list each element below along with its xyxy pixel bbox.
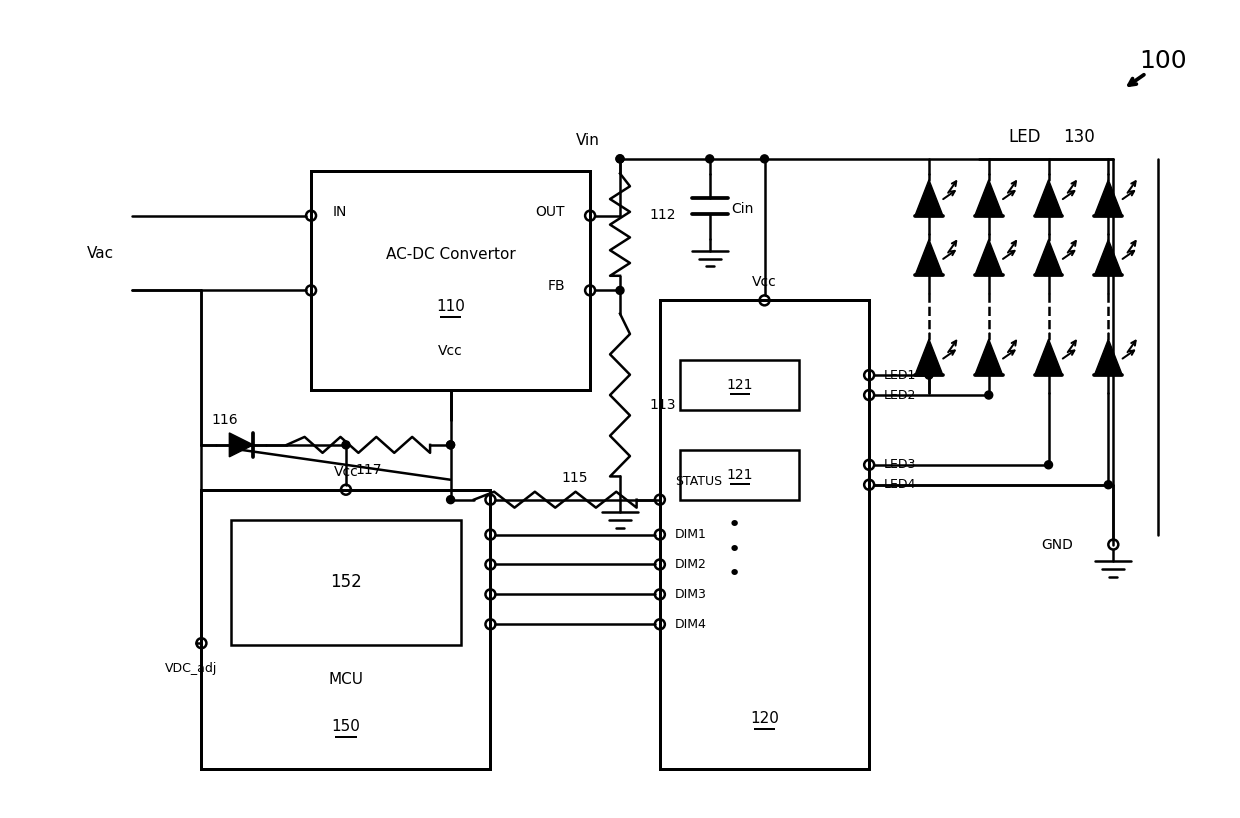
Bar [232,519,460,645]
Bar [680,450,800,500]
Polygon shape [915,240,942,276]
Text: 115: 115 [562,471,589,485]
Text: DIM2: DIM2 [675,558,707,571]
Circle shape [446,441,455,449]
Text: Vin: Vin [577,133,600,148]
Text: •: • [728,540,742,560]
Text: •: • [728,515,742,535]
Text: LED4: LED4 [884,479,916,492]
Polygon shape [1034,180,1063,216]
Text: 121: 121 [727,468,753,482]
Text: LED3: LED3 [884,458,916,471]
Bar [680,360,800,410]
Polygon shape [1034,339,1063,375]
Text: VDC_adj: VDC_adj [165,662,218,675]
Text: LED2: LED2 [884,389,916,402]
Polygon shape [1095,180,1122,216]
Bar [660,300,869,769]
Text: 100: 100 [1140,49,1187,73]
Text: AC-DC Convertor: AC-DC Convertor [386,247,516,262]
Circle shape [925,371,932,379]
Polygon shape [975,339,1003,375]
Circle shape [446,496,455,504]
Text: 116: 116 [211,413,238,427]
Polygon shape [975,180,1003,216]
Text: Vac: Vac [87,245,114,260]
Text: 113: 113 [650,398,676,412]
Bar [201,490,491,769]
Polygon shape [975,240,1003,276]
Text: IN: IN [334,204,347,218]
Circle shape [985,391,993,399]
Text: DIM3: DIM3 [675,588,707,601]
Polygon shape [1095,240,1122,276]
Text: OUT: OUT [536,204,565,218]
Text: FB: FB [548,280,565,294]
Text: 110: 110 [436,299,465,314]
Text: Cin: Cin [732,202,754,216]
Text: GND: GND [1042,537,1074,551]
Text: DIM1: DIM1 [675,528,707,541]
Circle shape [760,155,769,163]
Circle shape [616,286,624,294]
Bar [311,171,590,390]
Circle shape [616,155,624,163]
Text: Vcc: Vcc [753,276,777,290]
Circle shape [342,441,350,449]
Text: DIM4: DIM4 [675,618,707,631]
Text: 112: 112 [650,208,676,222]
Text: MCU: MCU [329,672,363,687]
Polygon shape [1095,339,1122,375]
Text: 150: 150 [331,719,361,735]
Text: STATUS: STATUS [675,475,722,488]
Text: •: • [728,564,742,584]
Text: Vcc: Vcc [438,344,463,357]
Polygon shape [915,180,942,216]
Text: LED1: LED1 [884,369,916,382]
Polygon shape [1034,240,1063,276]
Text: 117: 117 [355,463,382,477]
Text: Vcc: Vcc [334,465,358,479]
Text: 121: 121 [727,378,753,392]
Text: 152: 152 [330,573,362,591]
Circle shape [616,155,624,163]
Circle shape [446,441,455,449]
Circle shape [706,155,714,163]
Text: LED: LED [1008,128,1042,146]
Polygon shape [915,339,942,375]
Polygon shape [229,433,253,456]
Text: 130: 130 [1064,128,1095,146]
Text: 120: 120 [750,712,779,726]
Circle shape [1044,461,1053,469]
Circle shape [1105,481,1112,488]
